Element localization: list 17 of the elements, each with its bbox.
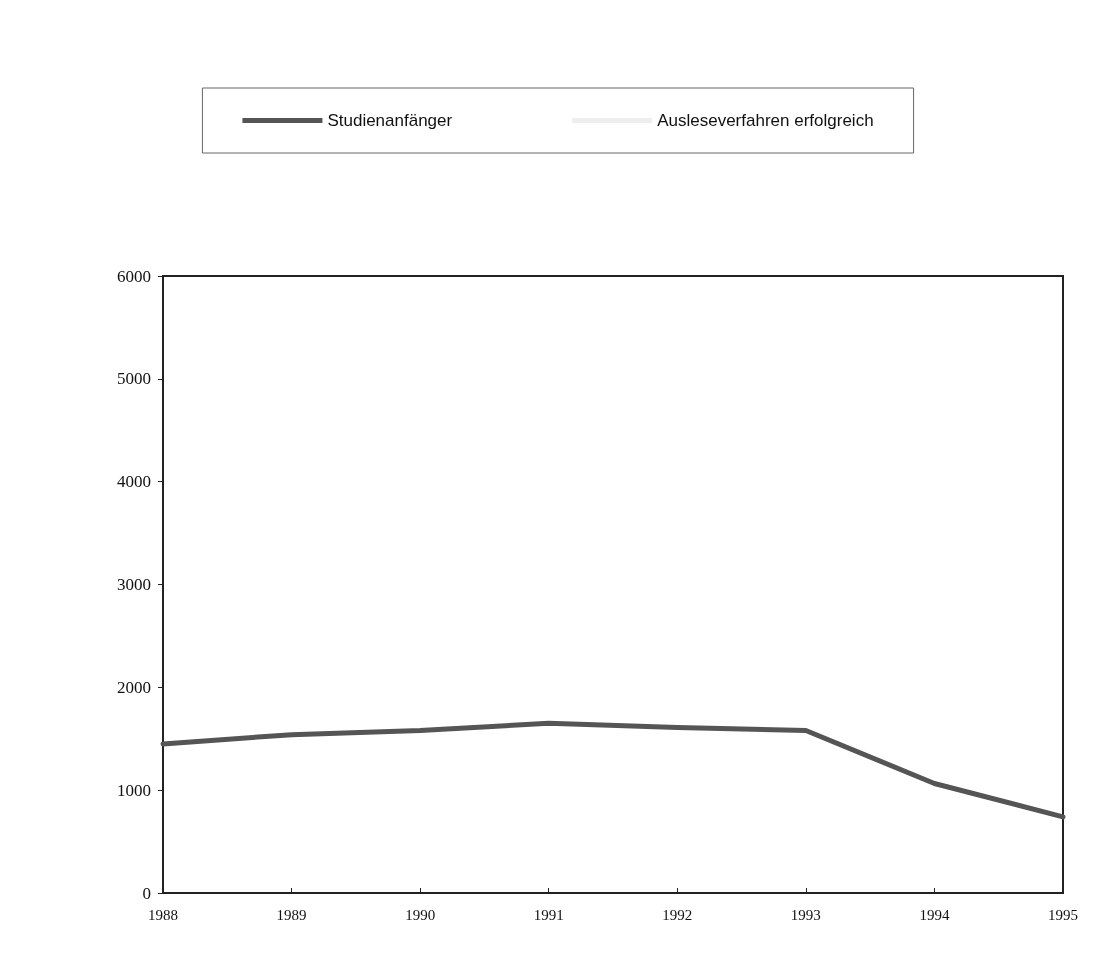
- x-tick-label: 1988: [148, 906, 178, 923]
- y-tick-label: 4000: [117, 472, 151, 492]
- legend-label: Ausleseverfahren erfolgreich: [657, 111, 874, 130]
- y-tick-label: 6000: [117, 266, 151, 286]
- y-tick-label: 1000: [117, 780, 151, 800]
- y-tick-label: 5000: [117, 369, 151, 389]
- x-tick-label: 1993: [790, 906, 821, 923]
- legend-label: Studienanfänger: [327, 111, 453, 130]
- x-tick-label: 1989: [276, 906, 307, 923]
- y-tick-label: 0: [142, 883, 151, 903]
- x-tick-label: 1991: [533, 906, 564, 923]
- x-tick-label: 1990: [405, 906, 436, 923]
- x-tick-label: 1995: [1048, 906, 1078, 923]
- x-tick-label: 1992: [662, 906, 693, 923]
- x-tick-label: 1994: [919, 906, 950, 923]
- y-tick-label: 3000: [117, 575, 151, 594]
- y-tick-label: 2000: [117, 677, 151, 697]
